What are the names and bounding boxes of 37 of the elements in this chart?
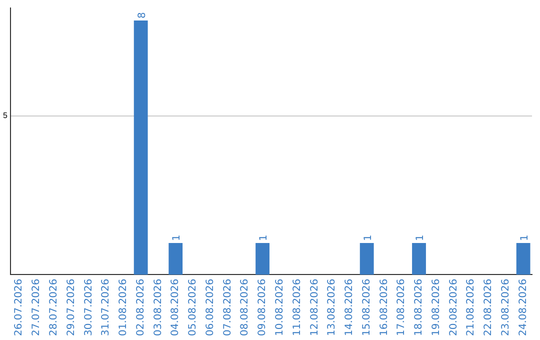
data-label: 1: [258, 234, 270, 241]
x-tick-label: 06.08.2026: [204, 278, 216, 336]
x-tick-label: 12.08.2026: [309, 278, 320, 336]
x-tick-label: 08.08.2026: [240, 278, 251, 336]
x-tick-label: 18.08.2026: [414, 278, 425, 336]
x-tick-label: 13.08.2026: [326, 278, 338, 336]
x-tick-label: 10.08.2026: [274, 278, 286, 336]
x-tick-label: 11.08.2026: [292, 278, 303, 336]
x-tick-label: 15.08.2026: [361, 278, 372, 336]
data-label: 1: [519, 234, 530, 241]
x-tick-label: 31.07.2026: [100, 278, 112, 336]
x-tick-label: 09.08.2026: [257, 278, 268, 336]
x-tick-label: 04.08.2026: [170, 278, 182, 336]
data-label: 1: [362, 234, 374, 241]
x-tick-label: 14.08.2026: [344, 278, 356, 336]
x-tick-label: 26.07.2026: [14, 278, 25, 336]
x-tick-label: 21.08.2026: [466, 278, 477, 336]
x-tick-label: 02.08.2026: [135, 278, 146, 336]
x-tick-label: 24.08.2026: [518, 278, 529, 336]
x-tick-label: 23.08.2026: [500, 278, 512, 336]
y-tick-label: 5: [2, 111, 8, 120]
x-tick-label: 17.08.2026: [396, 278, 408, 336]
x-tick-label: 05.08.2026: [188, 278, 199, 336]
x-tick-label: 30.07.2026: [83, 278, 94, 336]
x-tick-label: 20.08.2026: [448, 278, 460, 336]
x-tick-label: 16.08.2026: [378, 278, 390, 336]
x-tick-label: 19.08.2026: [430, 278, 442, 336]
x-tick-label: 28.07.2026: [48, 278, 60, 336]
data-label: 1: [172, 234, 183, 241]
x-tick-label: 07.08.2026: [222, 278, 234, 336]
x-tick-label: 22.08.2026: [483, 278, 494, 336]
x-tick-label: 27.07.2026: [31, 278, 42, 336]
x-tick-label: 29.07.2026: [66, 278, 77, 336]
data-label: 1: [414, 234, 426, 241]
x-tick-label: 01.08.2026: [118, 278, 130, 336]
data-label: 8: [136, 12, 148, 19]
x-tick-label: 03.08.2026: [152, 278, 164, 336]
